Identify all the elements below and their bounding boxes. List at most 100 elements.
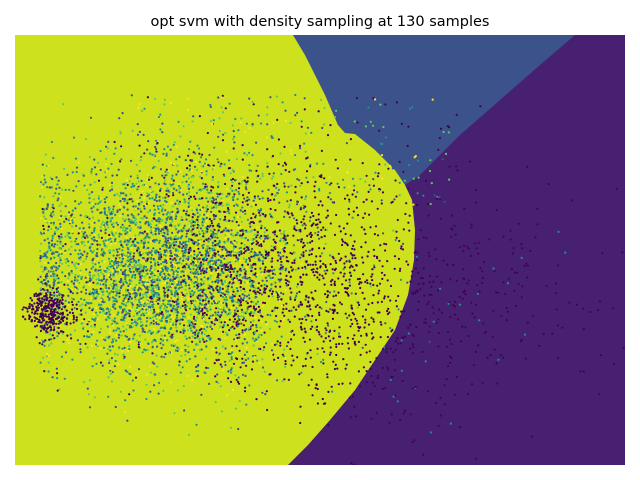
scatter-point bbox=[205, 307, 208, 310]
scatter-point bbox=[279, 237, 283, 240]
scatter-point bbox=[382, 232, 385, 235]
scatter-point bbox=[195, 278, 198, 281]
scatter-point bbox=[79, 304, 82, 307]
scatter-point bbox=[77, 275, 80, 278]
scatter-point bbox=[224, 268, 227, 271]
scatter-point bbox=[209, 238, 212, 241]
scatter-point bbox=[306, 181, 309, 184]
scatter-point bbox=[229, 264, 232, 267]
scatter-point bbox=[93, 325, 96, 328]
scatter-point bbox=[99, 361, 103, 364]
scatter-point bbox=[236, 252, 239, 255]
scatter-point bbox=[254, 316, 257, 319]
scatter-point bbox=[24, 306, 27, 309]
scatter-point bbox=[158, 268, 161, 271]
scatter-point bbox=[211, 244, 214, 247]
scatter-point bbox=[248, 297, 251, 300]
scatter-point bbox=[227, 377, 230, 380]
scatter-point bbox=[182, 193, 185, 196]
scatter-point bbox=[85, 288, 88, 291]
scatter-point bbox=[186, 374, 189, 377]
scatter-point bbox=[255, 307, 258, 311]
scatter-point bbox=[67, 260, 70, 263]
scatter-point bbox=[337, 186, 340, 189]
scatter-point bbox=[192, 260, 195, 263]
scatter-point bbox=[289, 287, 292, 290]
scatter-point bbox=[155, 345, 159, 348]
scatter-point bbox=[236, 216, 240, 219]
scatter-point bbox=[51, 334, 54, 337]
scatter-point bbox=[108, 292, 111, 295]
scatter-point bbox=[139, 296, 142, 299]
scatter-point bbox=[79, 348, 82, 351]
scatter-point bbox=[202, 267, 205, 270]
scatter-point bbox=[126, 323, 129, 326]
scatter-point bbox=[215, 204, 218, 207]
scatter-point bbox=[116, 313, 119, 316]
scatter-point bbox=[185, 218, 188, 221]
scatter-point bbox=[316, 267, 319, 270]
scatter-point bbox=[190, 231, 193, 234]
scatter-point bbox=[244, 329, 247, 332]
scatter-point bbox=[119, 191, 122, 194]
scatter-point bbox=[147, 236, 150, 239]
scatter-point bbox=[285, 302, 288, 305]
scatter-point bbox=[257, 336, 260, 339]
scatter-point bbox=[243, 290, 246, 293]
scatter-point bbox=[110, 235, 113, 238]
scatter-point bbox=[204, 255, 207, 258]
scatter-point bbox=[167, 331, 170, 334]
scatter-point bbox=[259, 253, 262, 256]
scatter-point bbox=[40, 265, 43, 268]
scatter-point bbox=[105, 311, 108, 314]
scatter-point bbox=[143, 348, 146, 351]
scatter-point bbox=[261, 260, 264, 263]
scatter-point bbox=[192, 331, 195, 334]
scatter-point bbox=[159, 204, 162, 207]
scatter-point bbox=[219, 363, 222, 366]
scatter-point bbox=[243, 197, 246, 200]
scatter-point bbox=[78, 249, 81, 252]
scatter-point bbox=[263, 331, 266, 334]
scatter-point bbox=[133, 236, 136, 239]
scatter-point bbox=[214, 261, 217, 264]
scatter-point bbox=[90, 231, 93, 234]
scatter-point bbox=[225, 319, 228, 322]
scatter-point bbox=[58, 303, 61, 306]
scatter-point bbox=[214, 280, 217, 283]
scatter-point bbox=[199, 261, 203, 264]
scatter-point bbox=[92, 249, 96, 252]
scatter-point bbox=[344, 232, 347, 236]
scatter-point bbox=[226, 333, 229, 336]
scatter-point bbox=[230, 273, 233, 276]
scatter-point bbox=[75, 318, 78, 321]
scatter-point bbox=[153, 328, 156, 331]
scatter-point bbox=[45, 321, 48, 324]
scatter-point bbox=[136, 200, 139, 203]
scatter-point bbox=[124, 316, 127, 319]
scatter-point bbox=[61, 262, 64, 265]
scatter-point bbox=[98, 303, 101, 306]
scatter-point bbox=[213, 362, 216, 365]
scatter-point bbox=[300, 263, 303, 266]
scatter-point bbox=[50, 289, 53, 292]
scatter-point bbox=[53, 265, 56, 268]
scatter-point bbox=[88, 283, 91, 286]
scatter-point bbox=[295, 219, 298, 222]
scatter-point bbox=[71, 303, 74, 306]
scatter-point bbox=[109, 328, 112, 331]
scatter-point bbox=[177, 183, 180, 186]
scatter-point bbox=[218, 245, 221, 248]
scatter-point bbox=[60, 252, 63, 255]
scatter-point bbox=[102, 309, 105, 312]
scatter-point bbox=[113, 263, 116, 266]
scatter-point bbox=[252, 319, 255, 322]
scatter-point bbox=[66, 284, 69, 287]
scatter-point bbox=[120, 302, 124, 305]
scatter-point bbox=[243, 251, 246, 255]
scatter-point bbox=[129, 227, 133, 230]
scatter-point bbox=[124, 295, 127, 298]
scatter-point bbox=[205, 271, 208, 274]
scatter-point bbox=[187, 345, 190, 348]
scatter-point bbox=[253, 339, 256, 342]
